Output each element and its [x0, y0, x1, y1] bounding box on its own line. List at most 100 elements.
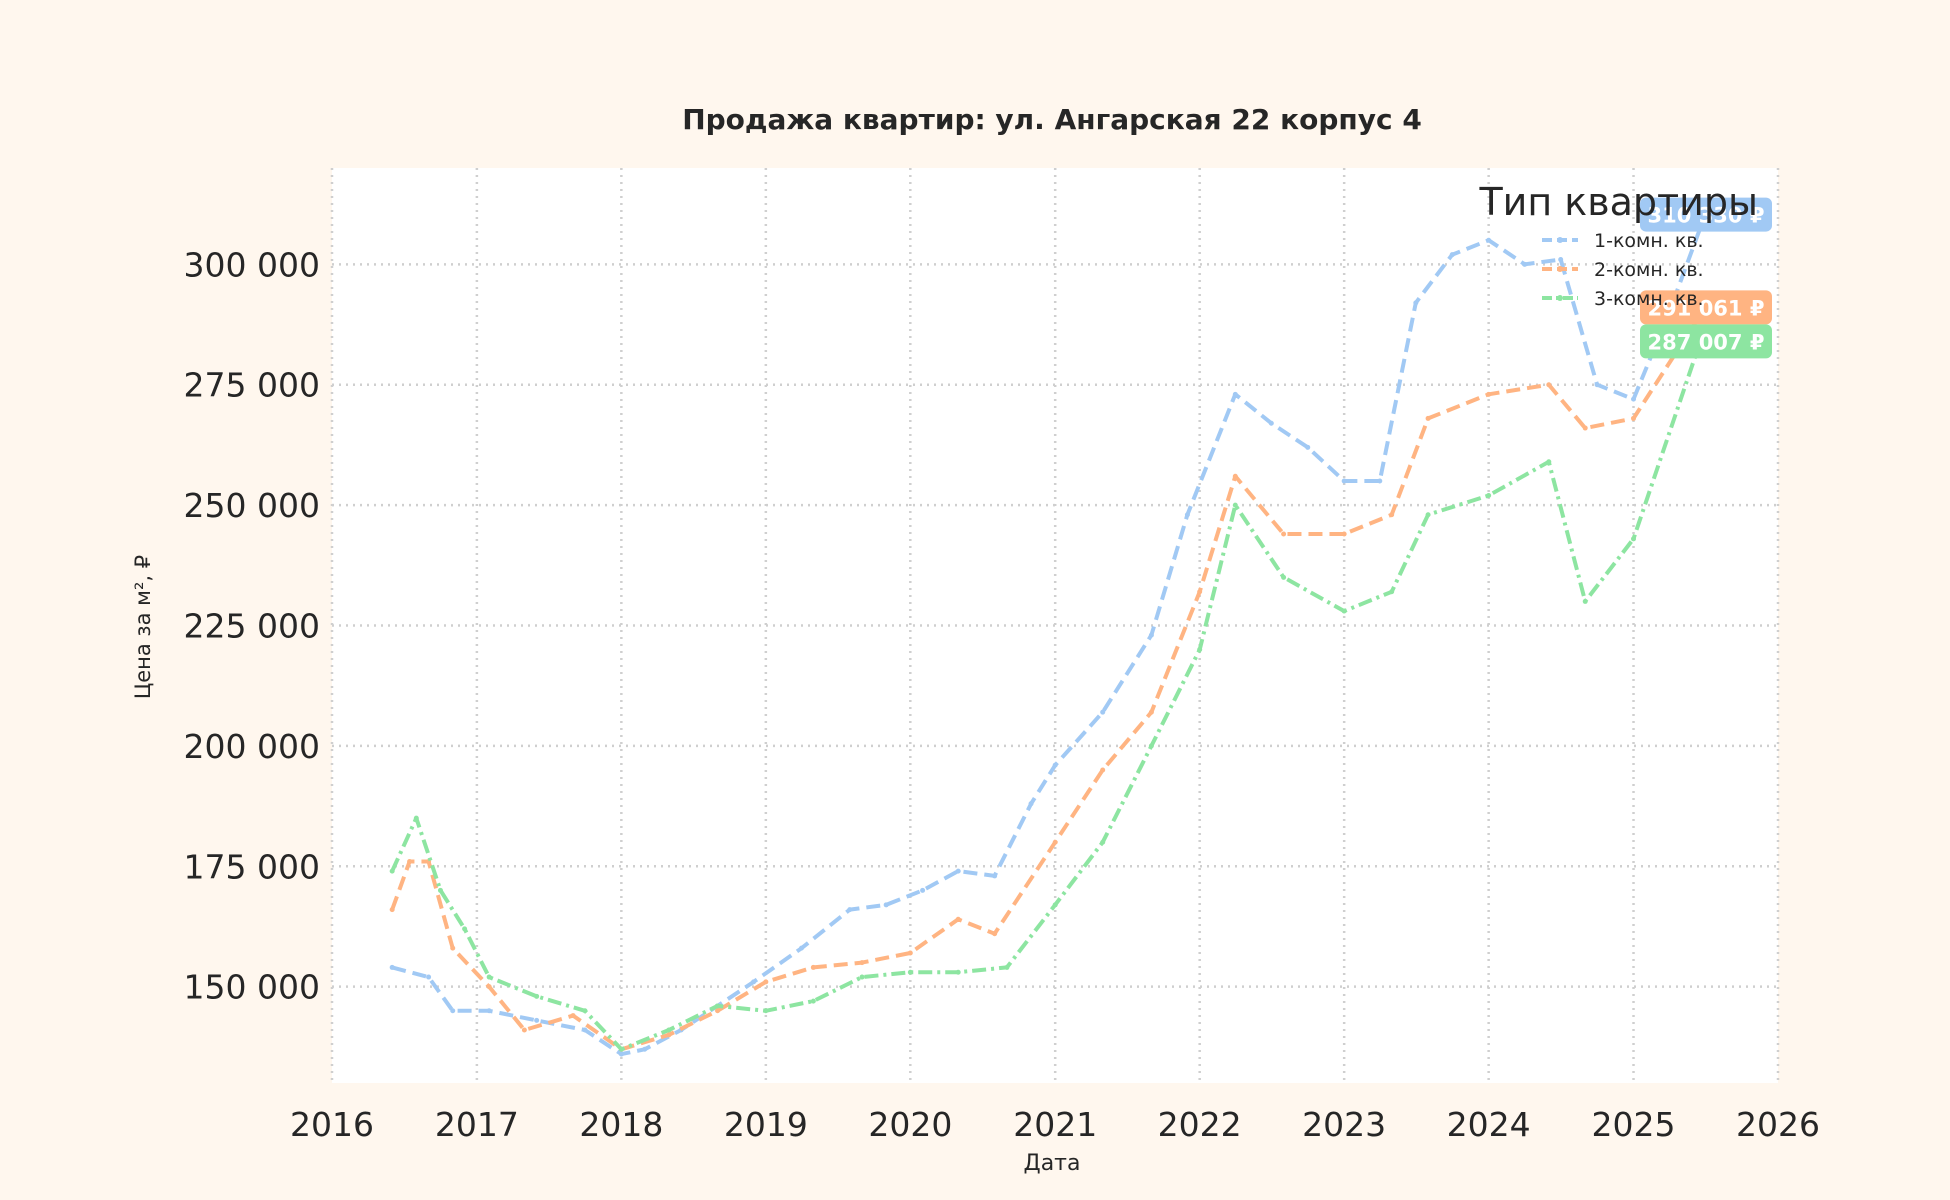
data-point: [389, 964, 395, 970]
x-tick-label: 2018: [579, 1105, 663, 1144]
data-point: [1425, 512, 1431, 518]
grid: [330, 168, 1780, 1083]
data-point: [1052, 762, 1058, 768]
series-line: [390, 306, 1707, 1052]
data-point: [1594, 382, 1600, 388]
data-point: [1148, 743, 1154, 749]
data-point: [1377, 478, 1383, 484]
data-point: [1281, 574, 1287, 580]
data-point: [907, 950, 913, 956]
y-tick-label: 250 000: [184, 486, 320, 525]
x-tick-label: 2024: [1447, 1105, 1531, 1144]
data-point: [1341, 478, 1347, 484]
legend-marker: [1557, 237, 1563, 243]
data-point: [437, 887, 443, 893]
x-tick-label: 2022: [1158, 1105, 1242, 1144]
data-point: [859, 974, 865, 980]
data-point: [1582, 425, 1588, 431]
x-tick-label: 2020: [868, 1105, 952, 1144]
data-point: [847, 907, 853, 913]
x-tick-label: 2021: [1013, 1105, 1097, 1144]
data-point: [1028, 801, 1034, 807]
data-point: [1232, 391, 1238, 397]
data-point: [992, 931, 998, 937]
data-point: [1486, 492, 1492, 498]
data-point: [666, 1032, 672, 1038]
data-point: [1389, 512, 1395, 518]
data-point: [1631, 415, 1637, 421]
data-point: [1100, 839, 1106, 845]
x-tick-label: 2025: [1592, 1105, 1676, 1144]
data-point: [407, 858, 413, 864]
legend-label: 2-комн. кв.: [1594, 259, 1704, 281]
data-point: [1184, 512, 1190, 518]
data-point: [1425, 415, 1431, 421]
data-point: [486, 984, 492, 990]
end-label-box: [1640, 324, 1772, 359]
data-point: [810, 964, 816, 970]
data-point: [751, 979, 757, 985]
series-lines: [389, 212, 1708, 1057]
data-point: [1052, 839, 1058, 845]
legend-label: 1-комн. кв.: [1594, 230, 1704, 252]
data-point: [859, 960, 865, 966]
data-point: [1197, 589, 1203, 595]
data-point: [534, 1017, 540, 1023]
data-point: [1052, 902, 1058, 908]
data-point: [486, 1008, 492, 1014]
end-label: 291 061 ₽: [1648, 296, 1765, 320]
x-axis: 2016 2017 2018 2019 2020 2021 2022 2023 2024 2025…: [290, 1105, 1820, 1144]
data-point: [1486, 237, 1492, 243]
data-point: [582, 1008, 588, 1014]
legend-marker: [1557, 266, 1563, 272]
data-point: [1004, 964, 1010, 970]
data-point: [1449, 252, 1455, 258]
data-point: [462, 926, 468, 932]
x-axis-label: Дата: [1024, 1151, 1081, 1176]
data-point: [763, 979, 769, 985]
data-point: [389, 907, 395, 913]
data-point: [1232, 502, 1238, 508]
y-tick-label: 200 000: [184, 727, 320, 766]
data-point: [1546, 382, 1552, 388]
data-point: [1631, 396, 1637, 402]
data-point: [1148, 632, 1154, 638]
data-point: [666, 1027, 672, 1033]
y-tick-label: 150 000: [184, 968, 320, 1007]
data-point: [582, 1027, 588, 1033]
series-line: [391, 213, 1708, 1057]
data-point: [1413, 300, 1419, 306]
data-point: [763, 1008, 769, 1014]
y-tick-label: 225 000: [184, 607, 320, 646]
data-point: [618, 1046, 624, 1052]
data-point: [1389, 589, 1395, 595]
data-point: [642, 1046, 648, 1052]
x-tick-label: 2019: [724, 1105, 808, 1144]
y-axis-label: Цена за м², ₽: [131, 555, 155, 699]
data-point: [1100, 709, 1106, 715]
data-point: [1281, 531, 1287, 537]
data-point: [907, 969, 913, 975]
legend-title: Тип квартиры: [1478, 180, 1758, 224]
data-point: [1486, 391, 1492, 397]
x-tick-label: 2023: [1302, 1105, 1386, 1144]
data-point: [570, 1013, 576, 1019]
end-label-box: [1640, 290, 1772, 325]
data-point: [955, 868, 961, 874]
chart-title: Продажа квартир: ул. Ангарская 22 корпус…: [682, 103, 1422, 136]
data-point: [955, 969, 961, 975]
data-point: [1582, 598, 1588, 604]
x-tick-label: 2016: [290, 1105, 374, 1144]
data-point: [618, 1051, 624, 1057]
data-point: [1341, 531, 1347, 537]
data-point: [992, 873, 998, 879]
data-point: [486, 974, 492, 980]
x-tick-label: 2026: [1736, 1105, 1820, 1144]
x-tick-label: 2017: [435, 1105, 519, 1144]
data-point: [426, 974, 432, 980]
data-point: [1100, 767, 1106, 773]
data-point: [534, 993, 540, 999]
data-point: [955, 916, 961, 922]
legend: Тип квартиры 1-комн. кв. 2-комн. кв. 3-ком…: [1478, 180, 1758, 310]
series-line: [390, 326, 1708, 1052]
